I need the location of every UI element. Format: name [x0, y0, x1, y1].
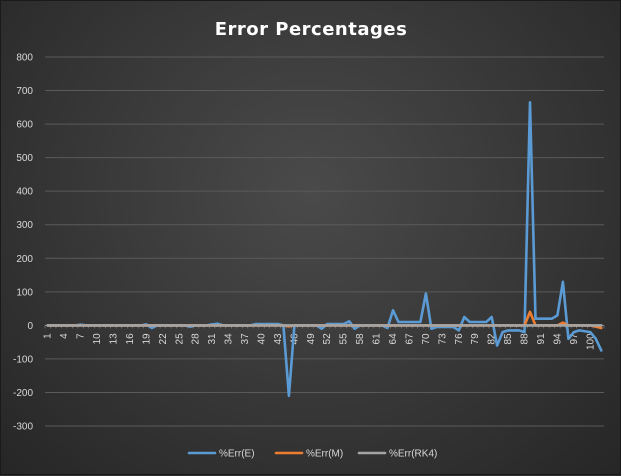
x-tick-label: 58 — [355, 333, 366, 345]
y-tick-label: 400 — [16, 187, 33, 198]
series-lines — [46, 101, 603, 398]
x-tick-label: 37 — [240, 333, 251, 345]
y-tick-label: 300 — [16, 220, 33, 231]
y-tick-label: 600 — [16, 120, 33, 131]
y-axis-ticks: -300 -200 -100 0 100 200 300 400 500 600 700 800 — [13, 53, 33, 433]
x-tick-label: 85 — [503, 333, 514, 345]
legend-label: %Err(RK4) — [389, 449, 437, 460]
x-tick-label: 34 — [224, 333, 235, 345]
x-tick-label: 64 — [388, 333, 399, 345]
y-tick-label: 0 — [27, 321, 33, 332]
x-tick-label: 97 — [569, 333, 580, 345]
gridlines — [45, 56, 604, 427]
x-tick-label: 16 — [125, 333, 136, 345]
x-tick-label: 88 — [520, 333, 531, 345]
y-tick-label: 200 — [16, 254, 33, 265]
y-tick-label: -200 — [13, 388, 33, 399]
x-tick-label: 82 — [487, 333, 498, 345]
x-tick-label: 46 — [289, 333, 300, 345]
x-tick-label: 25 — [174, 333, 185, 345]
x-tick-label: 13 — [109, 333, 120, 345]
legend-label: %Err(E) — [219, 449, 255, 460]
x-tick-label: 31 — [207, 333, 218, 345]
x-tick-label: 61 — [372, 333, 383, 345]
x-tick-label: 28 — [191, 333, 202, 345]
y-tick-label: -100 — [13, 354, 33, 365]
x-tick-label: 22 — [158, 333, 169, 345]
legend: %Err(E) %Err(M) %Err(RK4) — [187, 449, 437, 460]
chart-title: Error Percentages — [215, 19, 408, 40]
legend-label: %Err(M) — [306, 449, 343, 460]
x-tick-label: 49 — [306, 333, 317, 345]
x-tick-label: 91 — [536, 333, 547, 345]
x-axis-ticks: 1 4 7 10 13 16 19 22 25 28 31 34 37 40 43 46 49 52 55 58 61 6… — [43, 325, 605, 350]
x-tick-label: 100 — [585, 333, 596, 350]
x-tick-label: 19 — [141, 333, 152, 345]
x-tick-label: 79 — [470, 333, 481, 345]
x-tick-label: 1 — [43, 333, 54, 339]
y-tick-label: 800 — [16, 53, 33, 64]
x-tick-label: 76 — [454, 333, 465, 345]
series-line-erre — [46, 101, 603, 398]
x-tick-label: 7 — [76, 333, 87, 339]
y-tick-label: 700 — [16, 86, 33, 97]
x-tick-label: 43 — [273, 333, 284, 345]
y-tick-label: -300 — [13, 422, 33, 433]
x-tick-label: 55 — [339, 333, 350, 345]
x-tick-label: 52 — [322, 333, 333, 345]
x-tick-label: 67 — [404, 333, 415, 345]
x-tick-label: 40 — [256, 333, 267, 345]
y-tick-label: 500 — [16, 153, 33, 164]
x-tick-label: 70 — [421, 333, 432, 345]
x-tick-label: 10 — [92, 333, 103, 345]
x-tick-label: 73 — [437, 333, 448, 345]
y-tick-label: 100 — [16, 287, 33, 298]
x-tick-label: 4 — [59, 333, 70, 339]
x-tick-label: 94 — [552, 333, 563, 345]
